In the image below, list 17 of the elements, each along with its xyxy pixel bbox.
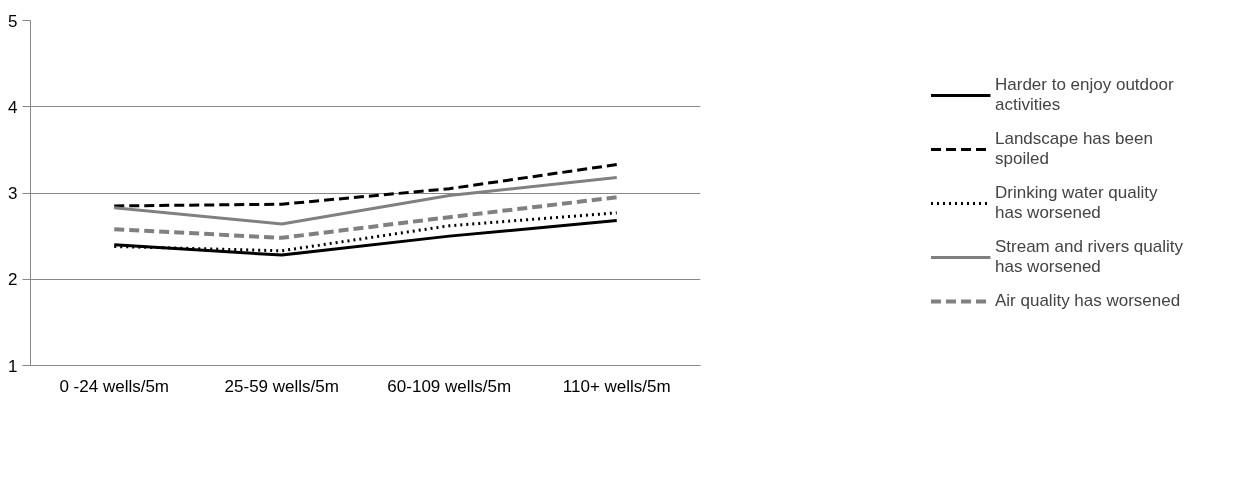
y-tick-label: 5: [8, 11, 18, 31]
x-tick-label: 110+ wells/5m: [562, 376, 671, 396]
x-tick-label: 25-59 wells/5m: [224, 376, 339, 396]
x-tick-label: 0 -24 wells/5m: [59, 376, 170, 396]
line-series: [112, 163, 619, 208]
legend-label: Air quality has worsened: [994, 290, 1181, 311]
y-tick-label: 4: [8, 97, 18, 117]
x-tick-label: 60-109 wells/5m: [387, 376, 512, 396]
y-tick-label: 2: [8, 270, 18, 290]
legend-label: Harder to enjoy outdoor activities: [994, 74, 1174, 115]
y-tick-label: 1: [8, 356, 18, 376]
legend-label: Landscape has been spoiled: [994, 128, 1153, 169]
legend-label: Drinking water quality has worsened: [994, 182, 1158, 223]
line-series: [112, 195, 619, 240]
y-tick-label: 3: [8, 184, 18, 203]
line-series: [112, 175, 619, 226]
legend-label: Stream and rivers quality has worsened: [994, 236, 1184, 277]
